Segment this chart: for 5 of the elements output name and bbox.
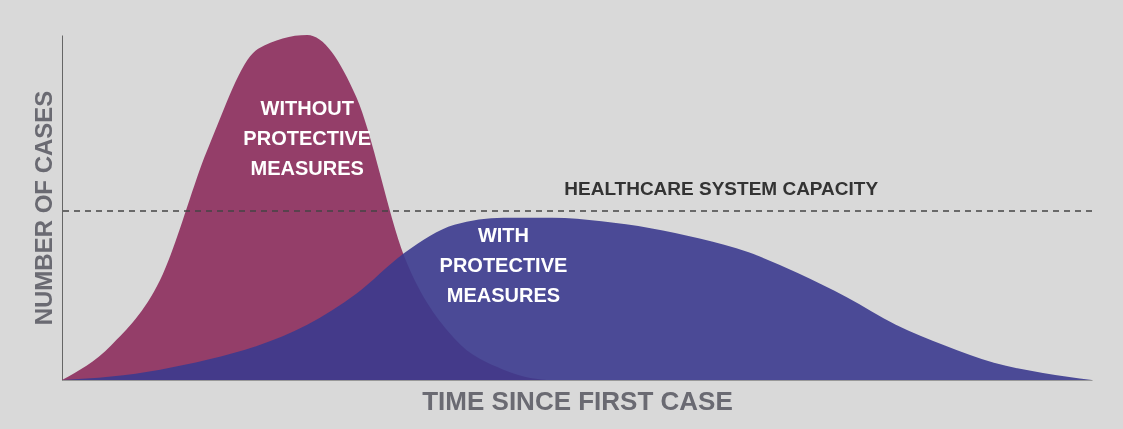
series-label: WITH PROTECTIVE MEASURES bbox=[439, 224, 568, 307]
x-axis-title: TIME SINCE FIRST CASE bbox=[422, 385, 733, 416]
ref-line-label: HEALTHCARE SYSTEM CAPACITY bbox=[564, 177, 879, 199]
y-axis-title: NUMBER OF CASES bbox=[29, 90, 57, 326]
series-label: WITHOUT PROTECTIVE MEASURES bbox=[243, 96, 372, 179]
